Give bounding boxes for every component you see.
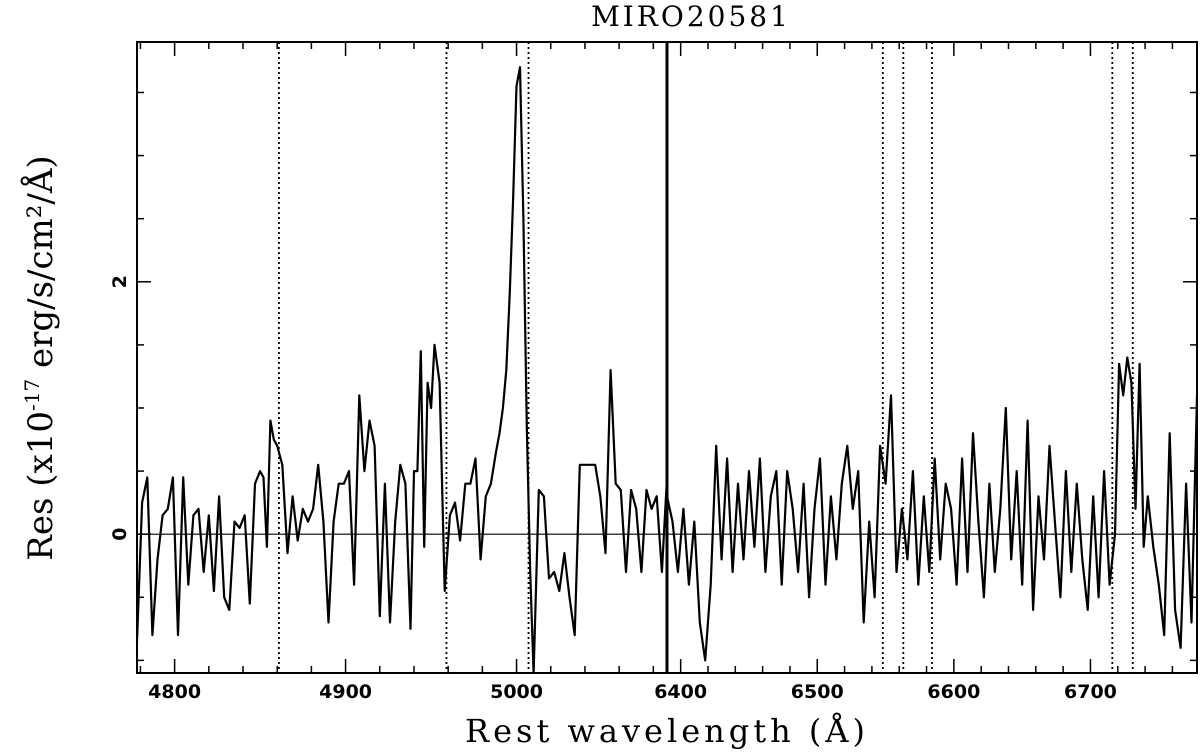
left-x-tick-label: 5000 xyxy=(490,681,543,703)
y-tick-label: 0 xyxy=(109,528,131,541)
y-axis-label-suffix: erg/s/cm²/Å) xyxy=(20,155,61,379)
left-x-tick-label: 4800 xyxy=(148,681,201,703)
right-panel: 6400 6500 6600 6700 xyxy=(654,41,1199,703)
chart-title: MIRO20581 xyxy=(591,0,791,33)
right-x-tick-label: 6400 xyxy=(654,681,707,703)
left-x-tick-label: 4900 xyxy=(319,681,372,703)
x-axis-label: Rest wavelength (Å) xyxy=(465,712,869,750)
y-axis-label-prefix: Res (x10 xyxy=(21,411,61,561)
right-panel-content: 6400 6500 6600 6700 xyxy=(654,42,1199,703)
y-axis-label-exponent: -17 xyxy=(20,379,44,411)
right-x-tick-label: 6500 xyxy=(791,681,844,703)
right-x-tick-label: 6700 xyxy=(1064,681,1117,703)
right-spectrum-line xyxy=(665,356,1199,662)
left-panel-content: 4800 4900 5000 xyxy=(135,42,669,703)
y-axis: 02 xyxy=(109,91,1197,662)
y-axis-label: Res (x10-17 erg/s/cm²/Å) xyxy=(20,155,61,560)
left-panel: 4800 4900 5000 xyxy=(135,41,669,703)
right-x-tick-label: 6600 xyxy=(927,681,980,703)
left-panel-frame xyxy=(136,41,668,674)
left-spectrum-line xyxy=(135,66,669,675)
y-tick-label: 2 xyxy=(109,275,131,288)
